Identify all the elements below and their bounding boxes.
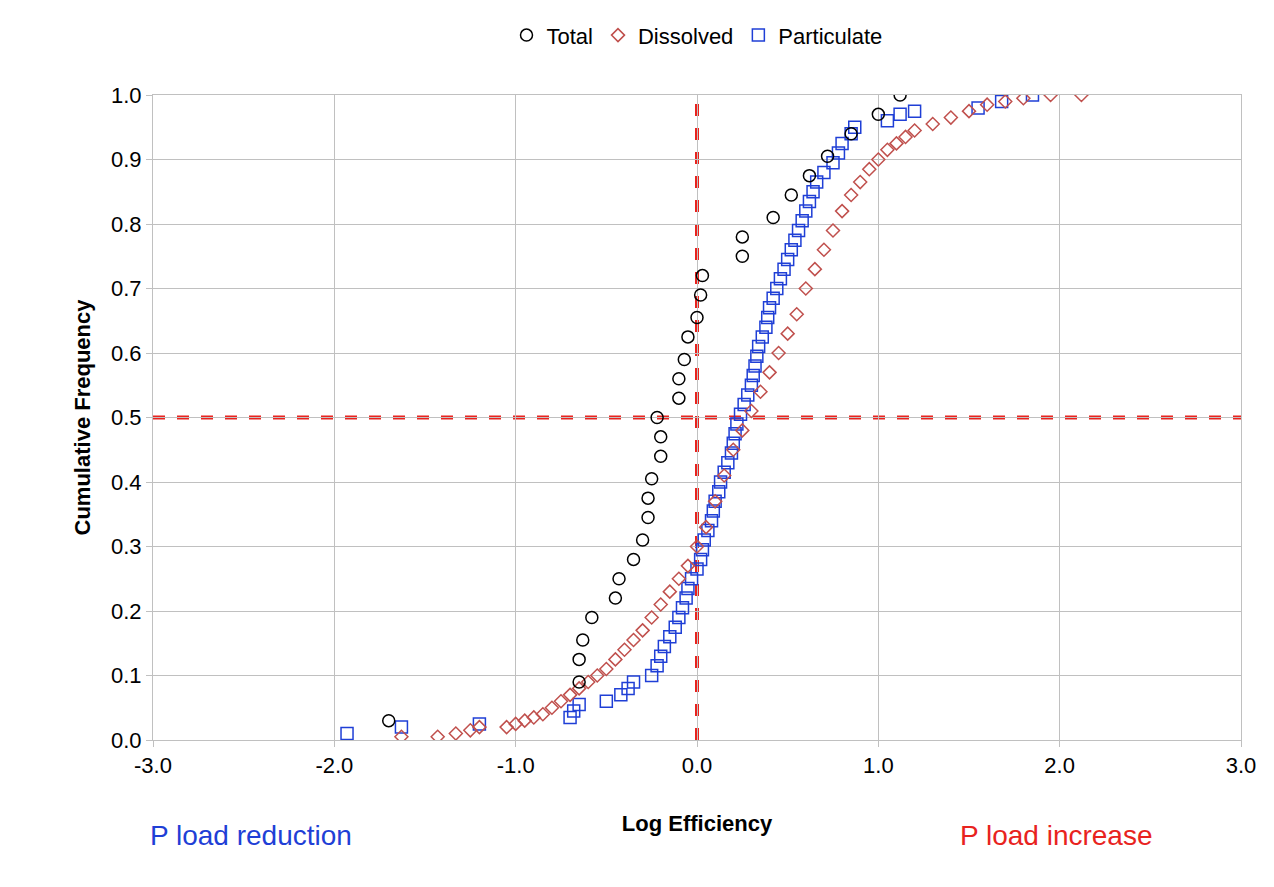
svg-text:Total: Total <box>547 24 593 49</box>
svg-text:-1.0: -1.0 <box>497 753 535 778</box>
svg-text:0.6: 0.6 <box>111 341 142 366</box>
svg-text:Cumulative Frequency: Cumulative Frequency <box>70 299 95 536</box>
svg-text:2.0: 2.0 <box>1044 753 1075 778</box>
svg-text:Log Efficiency: Log Efficiency <box>622 811 773 836</box>
svg-text:0.5: 0.5 <box>111 405 142 430</box>
svg-text:-2.0: -2.0 <box>315 753 353 778</box>
svg-text:Dissolved: Dissolved <box>638 24 733 49</box>
svg-text:0.4: 0.4 <box>111 470 142 495</box>
svg-text:0.2: 0.2 <box>111 599 142 624</box>
svg-text:3.0: 3.0 <box>1226 753 1257 778</box>
svg-text:0.3: 0.3 <box>111 534 142 559</box>
svg-text:0.8: 0.8 <box>111 212 142 237</box>
svg-text:1.0: 1.0 <box>863 753 894 778</box>
svg-text:P load increase: P load increase <box>960 820 1153 851</box>
svg-text:0.0: 0.0 <box>111 728 142 753</box>
svg-text:0.9: 0.9 <box>111 147 142 172</box>
svg-text:Particulate: Particulate <box>778 24 882 49</box>
svg-text:0.0: 0.0 <box>682 753 713 778</box>
svg-text:1.0: 1.0 <box>111 83 142 108</box>
svg-text:0.1: 0.1 <box>111 663 142 688</box>
svg-text:0.7: 0.7 <box>111 276 142 301</box>
svg-text:-3.0: -3.0 <box>134 753 172 778</box>
svg-text:P load reduction: P load reduction <box>150 820 352 851</box>
